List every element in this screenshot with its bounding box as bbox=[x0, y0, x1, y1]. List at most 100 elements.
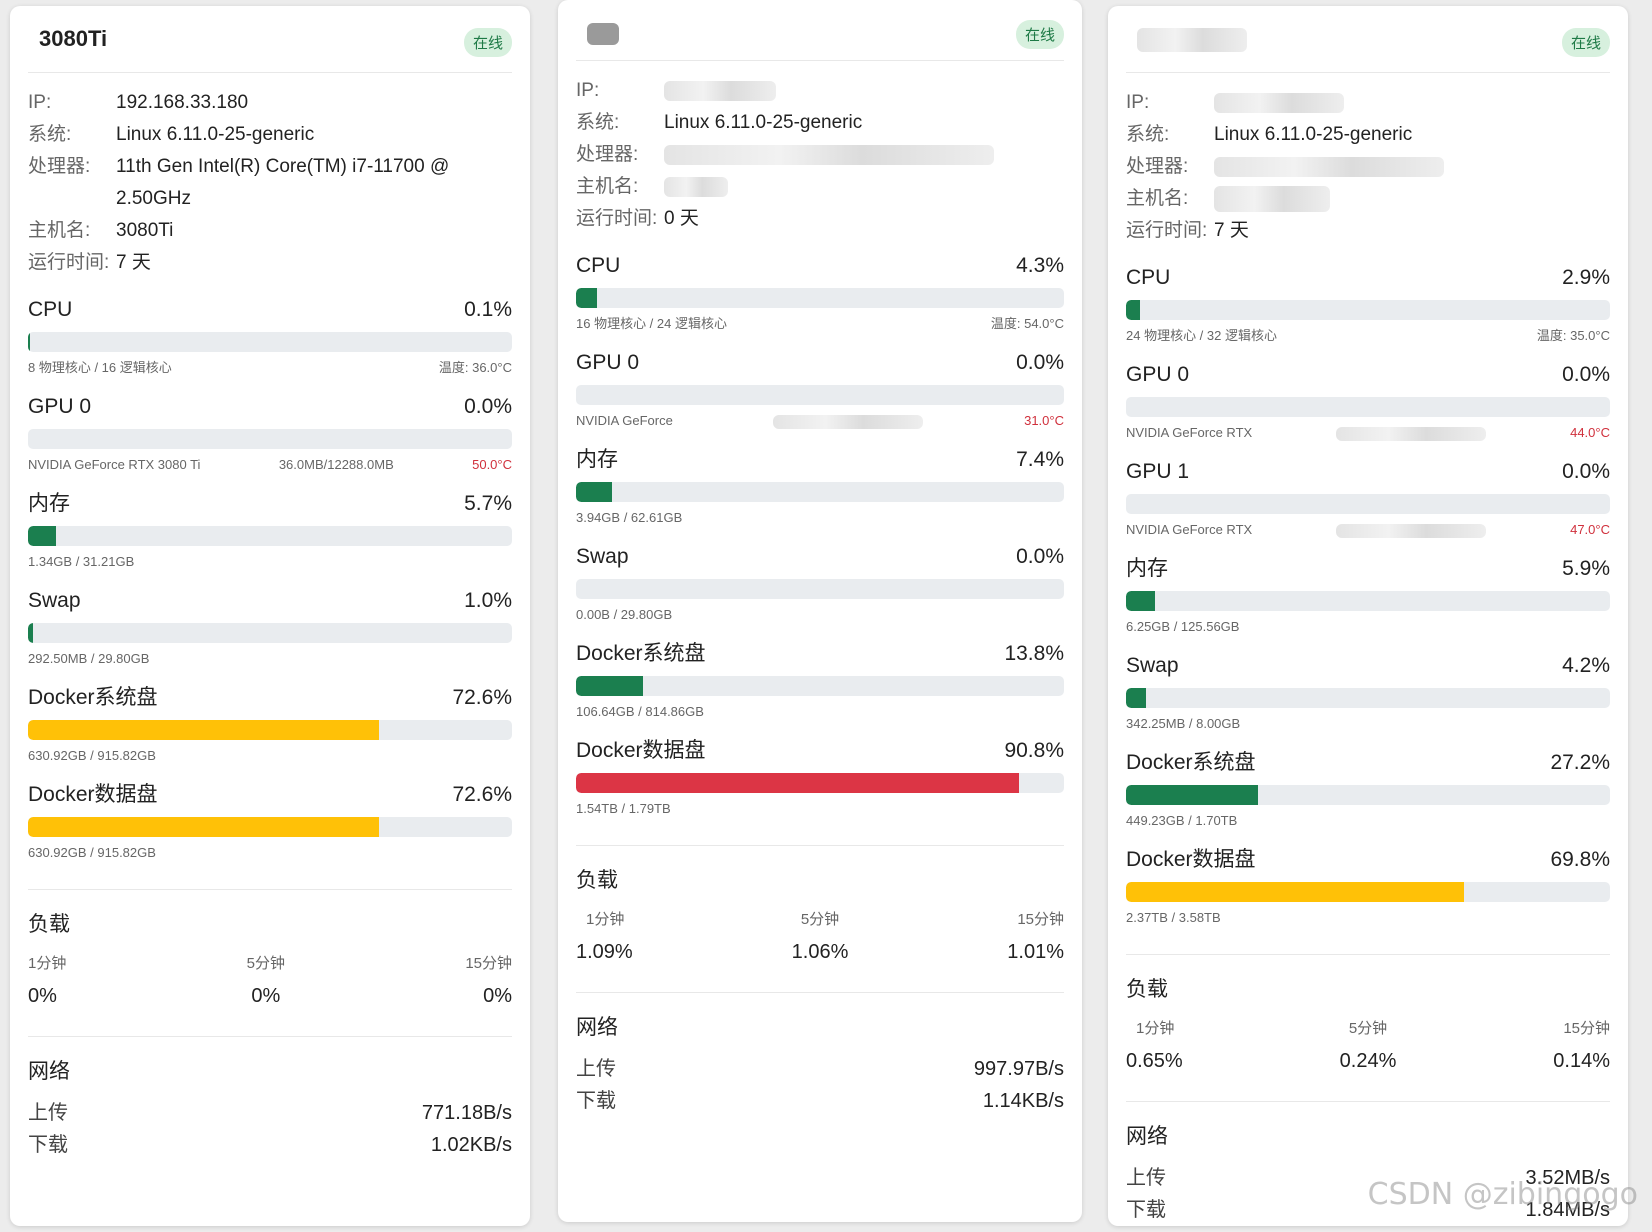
metric-header: GPU 0 0.0% bbox=[1126, 362, 1610, 388]
load-5-label: 5分钟 bbox=[246, 955, 285, 972]
system-info: IP: 192.168.33.180 系统: Linux 6.11.0-25-gen… bbox=[28, 73, 512, 279]
metric-block: Docker数据盘 72.6% 630.92GB / 915.82GB bbox=[28, 782, 512, 861]
metric-detail-left: 8 物理核心 / 16 逻辑核心 bbox=[28, 360, 172, 375]
system-label: 系统: bbox=[576, 112, 620, 133]
metric-details: 449.23GB / 1.70TB bbox=[1126, 813, 1610, 829]
metric-detail-left: 6.25GB / 125.56GB bbox=[1126, 619, 1240, 634]
progress-bar bbox=[28, 526, 512, 546]
status-badge: 在线 bbox=[463, 28, 512, 57]
metric-block: Swap 4.2% 342.25MB / 8.00GB bbox=[1126, 653, 1610, 732]
cpu-model-label: 处理器: bbox=[28, 156, 91, 177]
progress-bar bbox=[28, 623, 512, 643]
metric-detail-mid: 36.0MB/12288.0MB bbox=[278, 457, 394, 472]
metric-name: Docker系统盘 bbox=[28, 686, 158, 709]
progress-fill bbox=[576, 482, 613, 502]
hostname-label: 主机名: bbox=[576, 176, 639, 197]
redacted-block bbox=[1336, 523, 1487, 538]
metric-detail-mid bbox=[1336, 425, 1487, 441]
metric-block: 内存 7.4% 3.94GB / 62.61GB bbox=[576, 447, 1064, 526]
progress-bar bbox=[28, 817, 512, 837]
metric-block: 内存 5.7% 1.34GB / 31.21GB bbox=[28, 491, 512, 570]
metric-name: 内存 bbox=[576, 448, 618, 471]
metric-header: 内存 5.9% bbox=[1126, 556, 1610, 582]
cpu-model-label: 处理器: bbox=[576, 144, 639, 165]
metric-percent: 72.6% bbox=[452, 783, 512, 806]
uptime-label: 运行时间: bbox=[1126, 220, 1208, 241]
system-label: 系统: bbox=[28, 124, 72, 145]
progress-fill bbox=[28, 720, 380, 740]
metric-block: GPU 0 0.0% NVIDIA GeForce 31.0°C bbox=[576, 350, 1064, 429]
metric-name: Docker数据盘 bbox=[28, 783, 158, 806]
metric-header: Swap 1.0% bbox=[28, 588, 512, 614]
load-5-value: 0% bbox=[251, 985, 281, 1007]
metric-details: 342.25MB / 8.00GB bbox=[1126, 716, 1610, 732]
metric-header: Docker数据盘 72.6% bbox=[28, 782, 512, 808]
os-value: Linux 6.11.0-25-generic bbox=[664, 112, 863, 133]
metric-block: Swap 0.0% 0.00B / 29.80GB bbox=[576, 544, 1064, 623]
upload-label: 上传 bbox=[576, 1058, 616, 1080]
divider bbox=[28, 889, 512, 890]
metric-block: GPU 0 0.0% NVIDIA GeForce RTX 44.0°C bbox=[1126, 362, 1610, 441]
metric-percent: 7.4% bbox=[1016, 448, 1064, 471]
load-5-value: 1.06% bbox=[791, 941, 849, 963]
metric-name: Swap bbox=[1126, 654, 1179, 677]
metric-header: Docker系统盘 72.6% bbox=[28, 685, 512, 711]
metric-block: Docker系统盘 13.8% 106.64GB / 814.86GB bbox=[576, 641, 1064, 720]
load-title: 负载 bbox=[28, 913, 70, 936]
download-label: 下载 bbox=[1126, 1199, 1166, 1221]
load-1-value: 0.65% bbox=[1126, 1050, 1183, 1072]
upload-value: 3.52MB/s bbox=[1525, 1167, 1610, 1189]
metric-header: Swap 4.2% bbox=[1126, 653, 1610, 679]
status-badge: 在线 bbox=[1561, 28, 1610, 57]
uptime-value: 7 天 bbox=[1214, 220, 1249, 241]
hostname-value bbox=[1214, 183, 1610, 215]
metric-detail-left: 2.37TB / 3.58TB bbox=[1126, 910, 1221, 925]
metric-block: GPU 1 0.0% NVIDIA GeForce RTX 47.0°C bbox=[1126, 459, 1610, 538]
divider bbox=[28, 1036, 512, 1037]
load-15-value: 0.14% bbox=[1553, 1050, 1610, 1072]
metric-name: GPU 0 bbox=[576, 351, 640, 374]
progress-bar bbox=[576, 773, 1064, 793]
metric-detail-left: 342.25MB / 8.00GB bbox=[1126, 716, 1241, 731]
metric-percent: 0.0% bbox=[1562, 363, 1610, 386]
ip-label: IP: bbox=[28, 92, 52, 113]
metric-header: Docker数据盘 69.8% bbox=[1126, 847, 1610, 873]
metric-block: Docker数据盘 69.8% 2.37TB / 3.58TB bbox=[1126, 847, 1610, 926]
uptime-value: 7 天 bbox=[116, 252, 151, 273]
download-value: 1.02KB/s bbox=[430, 1134, 512, 1156]
metric-detail-right: 50.0°C bbox=[472, 457, 512, 472]
load-1-value: 0% bbox=[28, 985, 57, 1007]
metric-details: 2.37TB / 3.58TB bbox=[1126, 910, 1610, 926]
progress-bar bbox=[1126, 397, 1610, 417]
metric-block: Docker数据盘 90.8% 1.54TB / 1.79TB bbox=[576, 738, 1064, 817]
server-card: 在线 IP: 系统: Linux 6.11.0-25-generic 处理器: 主… bbox=[558, 0, 1082, 1222]
metric-detail-left: 449.23GB / 1.70TB bbox=[1126, 813, 1238, 828]
metric-detail-left: 24 物理核心 / 32 逻辑核心 bbox=[1126, 328, 1277, 343]
network-stats: 上传 3.52MB/s 下载 1.84MB/s bbox=[1126, 1162, 1610, 1226]
metric-block: 内存 5.9% 6.25GB / 125.56GB bbox=[1126, 556, 1610, 635]
metric-detail-right: 31.0°C bbox=[1024, 413, 1064, 428]
metric-detail-left: NVIDIA GeForce RTX 3080 Ti bbox=[28, 457, 201, 472]
load-1-label: 1分钟 bbox=[28, 955, 67, 972]
metric-name: Docker系统盘 bbox=[1126, 751, 1256, 774]
metric-detail-left: NVIDIA GeForce RTX bbox=[1126, 522, 1253, 537]
progress-bar bbox=[576, 385, 1064, 405]
metric-name: 内存 bbox=[28, 492, 70, 515]
download-label: 下载 bbox=[28, 1134, 68, 1156]
load-15-label: 15分钟 bbox=[465, 955, 512, 972]
progress-fill bbox=[28, 623, 33, 643]
metric-header: GPU 1 0.0% bbox=[1126, 459, 1610, 485]
load-15-label: 15分钟 bbox=[1563, 1020, 1610, 1037]
metric-percent: 69.8% bbox=[1550, 848, 1610, 871]
system-info: IP: 系统: Linux 6.11.0-25-generic 处理器: 主机名:… bbox=[1126, 73, 1610, 247]
metric-name: GPU 0 bbox=[28, 395, 92, 418]
metric-details: 6.25GB / 125.56GB bbox=[1126, 619, 1610, 635]
progress-bar bbox=[1126, 591, 1610, 611]
hostname-value: 3080Ti bbox=[116, 220, 174, 241]
progress-fill bbox=[576, 773, 1020, 793]
progress-bar bbox=[576, 676, 1064, 696]
metric-header: 内存 5.7% bbox=[28, 491, 512, 517]
metric-name: Docker数据盘 bbox=[1126, 848, 1256, 871]
system-info: IP: 系统: Linux 6.11.0-25-generic 处理器: 主机名:… bbox=[576, 61, 1064, 235]
metric-details: 16 物理核心 / 24 逻辑核心 温度: 54.0°C bbox=[576, 316, 1064, 332]
